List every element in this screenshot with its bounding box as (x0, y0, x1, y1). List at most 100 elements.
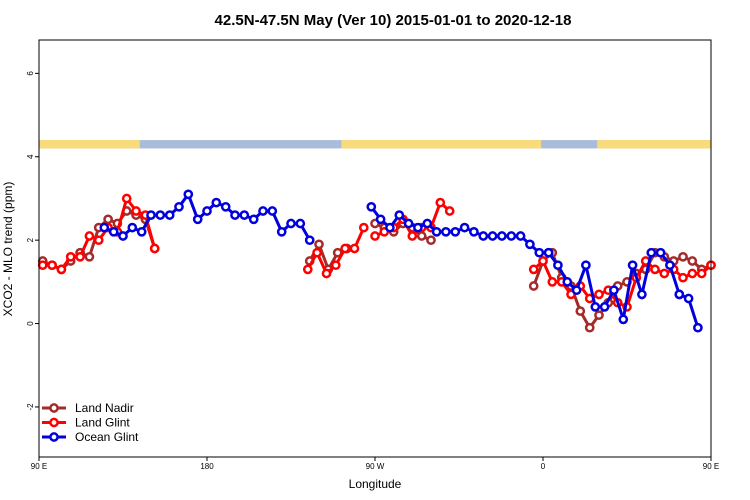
data-point (286, 218, 296, 229)
data-point (528, 281, 539, 291)
data-point (239, 210, 250, 220)
data-point (696, 268, 707, 279)
data-point (65, 251, 76, 262)
data-point (659, 268, 670, 279)
series-ocean-glint (99, 189, 703, 333)
data-point (599, 302, 610, 312)
y-tick-label: 6 (26, 71, 35, 76)
land-band-2 (597, 140, 711, 149)
data-point (650, 264, 660, 275)
data-point (435, 197, 446, 208)
data-point (581, 260, 591, 271)
data-point (426, 235, 436, 246)
y-axis-label: XCO2 - MLO trend (ppm) (1, 182, 15, 317)
x-axis-label: Longitude (349, 477, 402, 491)
data-point (678, 272, 688, 283)
x-tick-label: 90 W (366, 462, 385, 471)
data-point (416, 231, 427, 241)
legend-swatch-marker (49, 432, 59, 442)
data-point (469, 226, 479, 237)
x-tick-label: 180 (200, 462, 214, 471)
data-point (590, 302, 601, 312)
data-point (562, 277, 573, 287)
data-point (302, 264, 313, 275)
data-point (394, 210, 405, 220)
data-point (403, 218, 414, 229)
data-point (497, 231, 507, 241)
data-point (547, 277, 558, 287)
data-point (155, 210, 166, 220)
data-point (444, 206, 455, 216)
data-point (683, 293, 694, 304)
data-point (687, 268, 698, 279)
data-point (321, 268, 332, 279)
data-point (506, 231, 517, 241)
y-axis-ticks: -2 0 2 4 6 (26, 71, 39, 411)
data-point (637, 289, 647, 300)
data-point (385, 222, 395, 233)
plot-frame (38, 39, 712, 458)
data-point (687, 256, 698, 266)
data-point (627, 260, 638, 271)
data-point (47, 260, 57, 271)
data-point (314, 239, 324, 250)
data-point (230, 210, 240, 220)
data-point (146, 210, 156, 220)
data-point (584, 322, 595, 333)
data-point (478, 231, 489, 241)
data-point (678, 251, 688, 262)
data-point (276, 226, 287, 237)
legend-swatch-marker (49, 417, 59, 428)
data-point (609, 285, 619, 296)
data-point (534, 247, 545, 258)
data-point (674, 289, 685, 300)
data-point (553, 260, 563, 271)
data-point (192, 214, 203, 225)
data-point (304, 235, 315, 246)
data-point (487, 231, 498, 241)
data-point (136, 226, 147, 237)
land-band-0 (39, 140, 140, 149)
data-point (575, 306, 586, 316)
data-point (375, 214, 386, 225)
data-point (295, 218, 306, 229)
legend-item-land-nadir: Land Nadir (42, 401, 134, 415)
data-point (450, 226, 461, 237)
data-point (211, 197, 222, 208)
data-point (370, 231, 380, 241)
data-point (441, 226, 451, 237)
data-point (267, 206, 278, 216)
data-point (131, 206, 141, 216)
data-point (349, 243, 360, 254)
legend-item-land-glint: Land Glint (42, 416, 130, 430)
data-point (202, 206, 212, 216)
data-point (118, 231, 128, 241)
data-point (56, 264, 67, 275)
data-point (37, 260, 48, 271)
data-point (312, 247, 322, 258)
data-point (665, 260, 675, 271)
data-point (108, 226, 119, 237)
data-point (103, 214, 113, 225)
land-ocean-mask (39, 140, 711, 149)
data-point (164, 210, 175, 220)
data-point (358, 222, 369, 233)
data-point (646, 247, 657, 258)
data-point (174, 201, 184, 212)
data-point (340, 243, 350, 254)
data-point (413, 222, 423, 233)
data-point (693, 322, 703, 333)
y-tick-label: 4 (26, 154, 35, 159)
data-point (538, 256, 548, 266)
data-point (618, 314, 629, 325)
y-tick-label: 2 (26, 237, 35, 242)
data-point (121, 193, 132, 204)
data-point (525, 239, 535, 250)
data-point (183, 189, 194, 200)
legend-label: Ocean Glint (75, 430, 139, 444)
data-point (655, 247, 666, 258)
y-tick-label: 0 (26, 321, 35, 326)
chart-title: 42.5N-47.5N May (Ver 10) 2015-01-01 to 2… (215, 12, 572, 29)
data-point (127, 222, 138, 233)
